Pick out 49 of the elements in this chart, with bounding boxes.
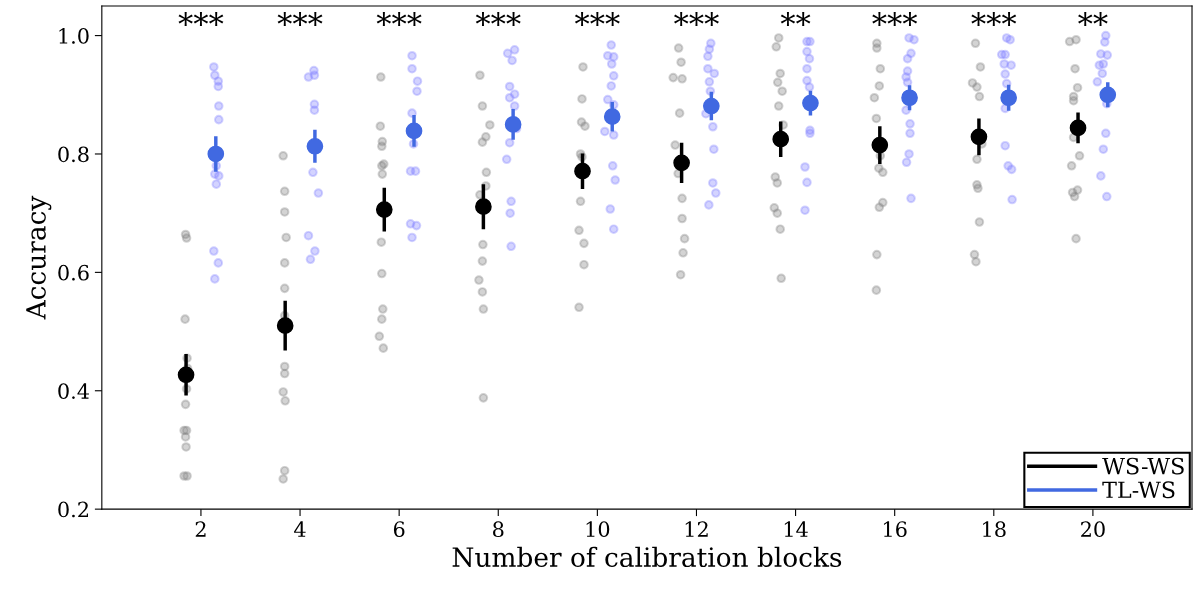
point [207,145,225,163]
legend-label: WS-WS [1102,457,1184,475]
annotation: *** [971,12,1017,26]
point [970,128,988,146]
x-tick-label: 8 [493,521,504,538]
annotation: *** [277,12,323,26]
point [306,137,324,155]
y-tick-label: 1.0 [59,28,89,44]
annotation: *** [872,12,918,26]
point [1069,119,1087,137]
annotation: *** [178,12,224,26]
point [276,317,294,334]
point [405,122,423,140]
point [475,198,492,215]
point [802,94,819,112]
point [703,97,720,115]
point [772,130,790,148]
annotation: ** [780,12,811,26]
x-tick-label: 16 [883,521,907,538]
point [1099,86,1117,104]
x-tick-label: 12 [685,521,708,537]
x-tick-label: 6 [393,521,405,538]
y-tick-label: 0.6 [58,264,89,281]
point [871,136,889,154]
x-tick-label: 18 [983,521,1006,538]
annotation: *** [475,12,521,26]
point [901,89,918,107]
annotation: *** [376,12,422,26]
point [574,162,591,180]
point [603,108,621,126]
point [375,201,393,218]
x-tick-label: 2 [195,521,206,537]
y-tick-label: 0.2 [58,501,88,518]
annotation: *** [574,12,620,26]
x-tick-label: 4 [294,521,306,537]
point [1000,89,1017,107]
x-tick-label: 10 [586,521,610,538]
x-tick-label: 20 [1081,521,1105,538]
annotation: ** [1078,12,1108,26]
point [673,154,690,172]
x-axis-title: Number of calibration blocks [452,546,842,568]
y-tick-label: 0.8 [58,146,89,163]
point [504,116,522,133]
annotation: *** [674,12,719,26]
y-axis-title: Accuracy [26,195,52,320]
point [177,366,195,384]
x-tick-label: 14 [784,521,808,537]
y-tick-label: 0.4 [58,383,89,399]
legend-label: TL-WS [1102,481,1175,499]
